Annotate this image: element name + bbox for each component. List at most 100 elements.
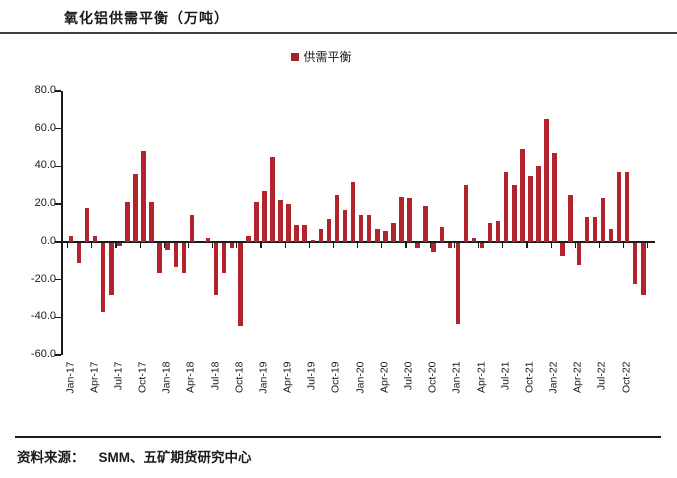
y-axis-label: 80.0 — [34, 84, 56, 96]
x-axis-tick — [598, 242, 601, 248]
bar-Jul-17 — [117, 242, 122, 247]
bar-Feb-22 — [560, 242, 565, 256]
bar-Nov-22 — [632, 242, 638, 285]
x-axis-tick — [550, 242, 552, 248]
x-axis-label: Jul-22 — [595, 361, 608, 391]
bar-Oct-20 — [431, 242, 436, 253]
y-axis-label: 0.0 — [40, 234, 56, 247]
bar-Feb-19 — [270, 157, 275, 242]
bar-Dec-19 — [350, 181, 356, 242]
footer-divider — [15, 436, 661, 438]
bar-Oct-22 — [624, 172, 630, 242]
bar-Mar-17 — [84, 207, 90, 242]
source-value: SMM、五矿期货研究中心 — [98, 450, 252, 465]
x-axis-label: Apr-18 — [184, 361, 197, 394]
bar-Aug-22 — [608, 228, 614, 242]
bar-Oct-19 — [334, 194, 340, 242]
y-axis-tick — [55, 90, 61, 92]
legend: 供需平衡 — [0, 48, 677, 65]
bar-Sep-17 — [133, 173, 138, 242]
x-axis-label: Oct-20 — [426, 361, 439, 394]
x-axis-label: Oct-17 — [136, 361, 149, 394]
bar-Aug-19 — [318, 228, 324, 242]
bar-Aug-20 — [415, 242, 420, 249]
x-axis-line — [61, 241, 655, 243]
bar-Jan-21 — [455, 242, 461, 324]
bar-May-21 — [487, 223, 493, 242]
bar-Jul-21 — [503, 172, 509, 242]
bar-Oct-17 — [141, 151, 146, 242]
x-axis-tick — [453, 242, 456, 248]
bar-May-17 — [100, 242, 106, 313]
bar-Jul-18 — [213, 242, 219, 296]
x-axis-tick — [623, 242, 625, 248]
chart-title: 氧化铝供需平衡（万吨） — [64, 10, 229, 26]
bar-Feb-21 — [463, 185, 469, 242]
legend-label: 供需平衡 — [303, 50, 352, 64]
x-axis-tick — [357, 242, 359, 248]
x-axis-label: Jan-21 — [450, 361, 463, 394]
x-axis-label: Jul-21 — [499, 361, 512, 391]
bar-Oct-21 — [528, 175, 533, 242]
bar-Dec-21 — [544, 119, 549, 242]
bar-Nov-17 — [149, 202, 154, 242]
y-axis-line — [61, 91, 63, 355]
x-axis-tick — [212, 242, 214, 248]
bar-Jun-22 — [592, 217, 598, 242]
bar-Apr-20 — [383, 230, 388, 242]
x-axis-tick — [574, 242, 576, 248]
bar-Jan-20 — [358, 215, 364, 242]
x-axis-label: Oct-18 — [233, 361, 246, 394]
x-axis-label: Jul-19 — [305, 361, 318, 391]
title-divider — [0, 32, 677, 34]
bar-Sep-19 — [326, 219, 332, 242]
legend-entry: 供需平衡 — [291, 48, 352, 65]
bar-May-19 — [294, 224, 299, 242]
x-axis-tick — [66, 242, 69, 248]
x-axis-tick — [115, 242, 117, 248]
y-axis-label: 40.0 — [34, 159, 56, 172]
x-axis-tick — [236, 242, 238, 248]
y-axis-tick — [55, 316, 61, 319]
bar-Mar-20 — [375, 228, 380, 242]
bar-Nov-21 — [536, 166, 541, 242]
x-axis-label: Apr-17 — [88, 361, 101, 394]
bar-Dec-20 — [447, 242, 453, 249]
bar-Apr-17 — [92, 236, 98, 242]
y-axis-label: 60.0 — [34, 121, 56, 134]
x-axis-label: Oct-21 — [523, 361, 536, 394]
bar-Apr-21 — [479, 242, 485, 249]
x-axis-label: Jan-22 — [547, 361, 560, 394]
x-axis-tick — [647, 242, 649, 248]
bar-Mar-18 — [181, 242, 187, 273]
bar-Mar-21 — [471, 238, 477, 242]
supply-demand-balance-chart: 80.0 60.0 40.0 20.0 0.0 -20.0 -40.0 -60.0 Jan-17… — [31, 84, 655, 394]
bar-May-20 — [391, 223, 396, 242]
x-axis-tick — [308, 242, 310, 248]
bar-Jul-20 — [407, 198, 412, 242]
y-axis-tick — [55, 127, 61, 130]
bar-Dec-17 — [157, 242, 162, 273]
y-axis-label: 20.0 — [34, 197, 56, 210]
x-axis-label: Oct-22 — [620, 361, 633, 394]
x-axis-tick — [163, 242, 165, 248]
x-axis-label: Jul-20 — [402, 361, 415, 391]
bar-Jul-22 — [600, 198, 606, 242]
bar-Feb-17 — [76, 242, 82, 264]
bar-Nov-20 — [439, 226, 444, 242]
x-axis-tick — [526, 242, 528, 248]
bar-Aug-18 — [221, 242, 227, 273]
x-axis-label: Jul-18 — [209, 361, 222, 391]
bar-Jun-19 — [302, 224, 307, 242]
bar-Apr-22 — [576, 242, 582, 266]
bar-Nov-19 — [342, 209, 348, 242]
x-axis-label: Jan-17 — [64, 361, 76, 394]
x-axis-label: Apr-22 — [571, 361, 584, 394]
bar-Nov-18 — [246, 236, 251, 242]
x-axis-tick — [187, 242, 190, 248]
x-axis-tick — [139, 242, 141, 248]
legend-marker-icon — [291, 52, 300, 61]
x-axis-tick — [478, 242, 480, 248]
bar-Aug-17 — [125, 202, 130, 242]
